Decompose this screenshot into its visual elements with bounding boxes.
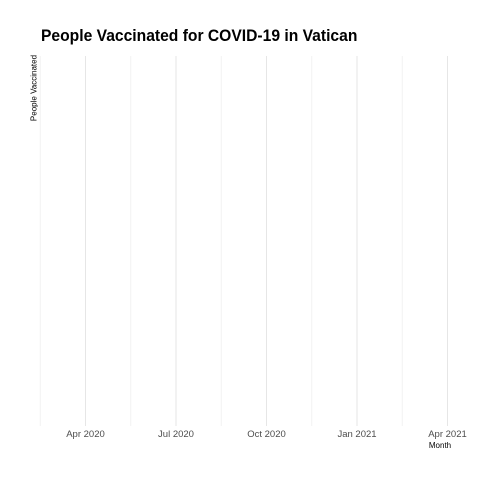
- x-tick-label: Oct 2020: [247, 429, 286, 440]
- chart-title: People Vaccinated for COVID-19 in Vatica…: [41, 26, 358, 45]
- x-tick-label: Jul 2020: [158, 429, 194, 440]
- x-tick-label: Apr 2021: [428, 429, 467, 440]
- x-tick-label: Jan 2021: [337, 429, 376, 440]
- x-tick-label: Apr 2020: [66, 429, 105, 440]
- x-axis-label: Month: [428, 441, 452, 450]
